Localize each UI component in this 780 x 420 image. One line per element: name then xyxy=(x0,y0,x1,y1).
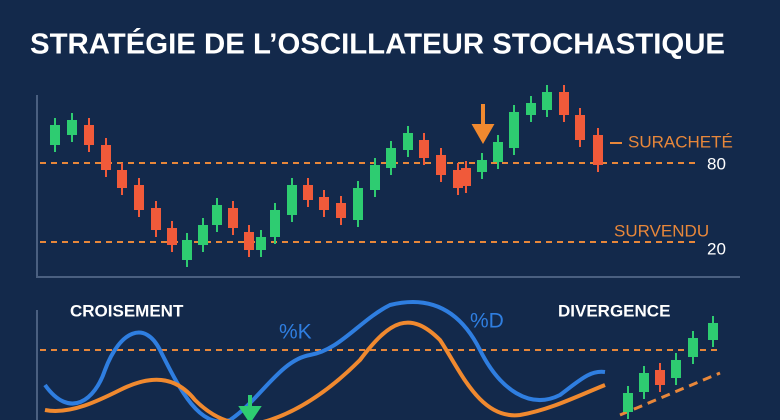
candle-body xyxy=(303,185,313,200)
candle-body xyxy=(256,237,266,250)
candle-body xyxy=(67,120,77,135)
candle-body xyxy=(134,185,144,210)
top-panel: SURACHETÉ 80 SURVENDU 20 xyxy=(36,95,740,278)
candle-body xyxy=(167,228,177,245)
candle-body xyxy=(509,112,519,148)
candle-body xyxy=(542,92,552,110)
sell-arrow xyxy=(471,104,495,145)
candle-body xyxy=(270,210,280,237)
k-line xyxy=(43,300,606,420)
candle-body xyxy=(461,168,471,186)
buy-arrow xyxy=(238,395,262,420)
candle-body xyxy=(559,92,569,115)
candle-body xyxy=(353,188,363,220)
candle-body xyxy=(453,170,463,188)
oversold-label: SURVENDU xyxy=(614,221,709,240)
oversold-level: 20 xyxy=(707,239,726,258)
candle-body xyxy=(386,148,396,168)
divergence-line xyxy=(619,371,721,417)
candle-body xyxy=(50,125,60,145)
candle-body xyxy=(101,145,111,170)
candle-body xyxy=(84,125,94,145)
candle-body xyxy=(575,115,585,140)
candle-body xyxy=(688,338,698,357)
candle-body xyxy=(336,203,346,218)
candle-body xyxy=(212,205,222,225)
candle-body xyxy=(403,133,413,150)
candle-body xyxy=(708,323,718,340)
d-line xyxy=(44,320,606,420)
candle-body xyxy=(198,225,208,245)
candle-body xyxy=(477,160,487,172)
axis xyxy=(36,95,740,278)
candle-body xyxy=(151,208,161,230)
candle-body xyxy=(244,232,254,250)
candle-body xyxy=(526,103,536,115)
candle-body xyxy=(436,155,446,175)
bottom-panel: CROISEMENT %K %D DIVERGENCE xyxy=(36,300,721,420)
candle-body xyxy=(117,170,127,188)
candle-body xyxy=(287,185,297,215)
overbought-level: 80 xyxy=(707,154,726,173)
candle-body xyxy=(655,370,665,385)
d-label: %D xyxy=(470,310,504,333)
title: STRATÉGIE DE L’OSCILLATEUR STOCHASTIQUE xyxy=(30,27,725,61)
divergence-label: DIVERGENCE xyxy=(558,301,670,320)
candle-body xyxy=(623,393,633,412)
k-label: %K xyxy=(279,321,312,344)
candle-body xyxy=(639,373,649,392)
candle-body xyxy=(228,208,238,228)
candle-body xyxy=(671,360,681,378)
crossover-label: CROISEMENT xyxy=(70,301,184,320)
candle-body xyxy=(370,165,380,190)
candle-body xyxy=(419,140,429,158)
overbought-label: SURACHETÉ xyxy=(628,132,733,151)
candle-body xyxy=(493,142,503,162)
candle-body xyxy=(593,135,603,165)
candle-body xyxy=(319,197,329,210)
candle-body xyxy=(182,240,192,260)
